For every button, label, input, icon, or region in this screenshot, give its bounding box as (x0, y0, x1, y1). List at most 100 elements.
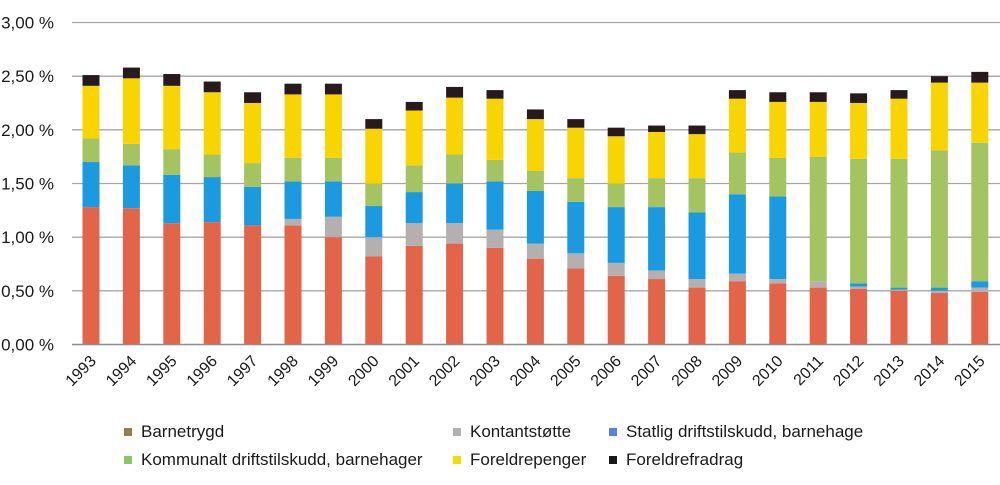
bar-segment-barnetrygd (446, 243, 464, 345)
bar-segment-kontantstøtte (769, 279, 787, 284)
bar-segment-statlig-driftstilskudd-barnehage (890, 287, 908, 290)
bar-segment-kommunalt-driftstilskudd-barnehager (607, 183, 625, 208)
bar-segment-statlig-driftstilskudd-barnehage (526, 191, 544, 244)
bar-segment-kontantstøtte (567, 253, 585, 269)
bar-segment-foreldrefradrag (526, 109, 544, 120)
y-tick-label: 0,00 % (1, 336, 54, 355)
y-tick-label: 3,00 % (1, 14, 54, 33)
bar-segment-kommunalt-driftstilskudd-barnehager (324, 157, 342, 182)
bar-segment-kontantstøtte (850, 286, 868, 289)
x-tick-label: 2003 (467, 353, 504, 390)
bar-stack-2013 (890, 90, 908, 345)
bar-segment-kontantstøtte (607, 262, 625, 276)
bar-segment-kontantstøtte (971, 287, 989, 292)
bar-segment-statlig-driftstilskudd-barnehage (930, 287, 948, 291)
bar-segment-foreldrepenger (567, 127, 585, 179)
bar-segment-statlig-driftstilskudd-barnehage (567, 201, 585, 254)
bar-segment-foreldrefradrag (365, 119, 383, 129)
x-tick-label: 2007 (628, 353, 665, 390)
x-tick-label: 1998 (265, 353, 302, 390)
bar-segment-foreldrefradrag (971, 71, 989, 83)
x-tick-label: 2008 (669, 353, 706, 390)
y-tick-label: 1,00 % (1, 228, 54, 247)
bar-segment-foreldrepenger (728, 98, 746, 153)
bar-segment-barnetrygd (526, 258, 544, 345)
bar-segment-kommunalt-driftstilskudd-barnehager (122, 143, 140, 166)
bar-stack-2014 (930, 76, 948, 345)
bar-stack-1996 (203, 81, 221, 345)
bar-stack-2009 (728, 90, 746, 345)
bar-segment-kommunalt-driftstilskudd-barnehager (365, 183, 383, 207)
bar-segment-barnetrygd (769, 283, 787, 345)
bar-segment-kommunalt-driftstilskudd-barnehager (890, 158, 908, 288)
bar-segment-kommunalt-driftstilskudd-barnehager (648, 178, 666, 208)
x-tick-label: 2009 (709, 353, 746, 390)
x-tick-label: 1999 (305, 353, 342, 390)
bar-stack-2008 (688, 125, 706, 345)
x-tick-label: 1995 (143, 353, 180, 390)
bar-segment-foreldrefradrag (163, 74, 181, 86)
bar-segment-barnetrygd (405, 245, 423, 345)
bar-segment-foreldrepenger (809, 101, 827, 157)
bar-segment-foreldrepenger (688, 134, 706, 179)
bar-segment-statlig-driftstilskudd-barnehage (365, 206, 383, 238)
bar-segment-statlig-driftstilskudd-barnehage (769, 196, 787, 280)
bar-stack-2005 (567, 119, 585, 345)
x-tick-label: 2010 (749, 353, 786, 390)
bar-segment-statlig-driftstilskudd-barnehage (486, 181, 504, 230)
bar-segment-barnetrygd (244, 225, 262, 345)
bar-segment-foreldrefradrag (728, 90, 746, 99)
bar-segment-kommunalt-driftstilskudd-barnehager (930, 150, 948, 288)
bar-segment-kontantstøtte (526, 243, 544, 259)
bar-stack-2002 (446, 86, 464, 345)
bar-segment-statlig-driftstilskudd-barnehage (688, 212, 706, 280)
bar-segment-kommunalt-driftstilskudd-barnehager (244, 163, 262, 187)
bar-segment-foreldrepenger (324, 94, 342, 158)
bar-segment-foreldrefradrag (122, 67, 140, 79)
bar-stack-2001 (405, 101, 423, 345)
x-tick-label: 2013 (871, 353, 908, 390)
bar-segment-kommunalt-driftstilskudd-barnehager (203, 154, 221, 178)
bar-segment-barnetrygd (850, 288, 868, 345)
bar-segment-foreldrepenger (850, 103, 868, 159)
bar-segment-kontantstøtte (809, 281, 827, 288)
y-axis-ticks: 0,00 % 0,50 % 1,00 % 1,50 % 2,00 % 2,50 % 3,00… (1, 14, 54, 355)
bar-segment-kommunalt-driftstilskudd-barnehager (769, 157, 787, 197)
bar-segment-kontantstøtte (446, 223, 464, 244)
bar-segment-barnetrygd (486, 247, 504, 345)
bar-segment-foreldrefradrag (688, 125, 706, 135)
x-tick-label: 2015 (951, 353, 988, 390)
bar-segment-foreldrepenger (769, 101, 787, 158)
y-tick-label: 2,00 % (1, 121, 54, 140)
bar-segment-statlig-driftstilskudd-barnehage (446, 183, 464, 224)
bar-segment-foreldrefradrag (486, 90, 504, 99)
bar-segment-foreldrepenger (284, 94, 302, 158)
bar-segment-foreldrepenger (203, 92, 221, 155)
bar-segment-foreldrefradrag (890, 90, 908, 99)
bar-segment-foreldrepenger (446, 97, 464, 155)
bar-segment-kontantstøtte (930, 290, 948, 293)
bar-stack-2012 (850, 93, 868, 345)
bar-segment-statlig-driftstilskudd-barnehage (82, 162, 100, 208)
x-tick-label: 2005 (547, 353, 584, 390)
bar-segment-barnetrygd (607, 275, 625, 345)
bar-segment-kontantstøtte (728, 273, 746, 282)
bar-stack-2011 (809, 92, 827, 345)
bar-segment-barnetrygd (163, 223, 181, 345)
x-tick-label: 1994 (103, 353, 140, 390)
bar-segment-kommunalt-driftstilskudd-barnehager (526, 170, 544, 192)
bar-segment-foreldrefradrag (607, 127, 625, 137)
bar-stack-2004 (526, 109, 544, 345)
x-tick-label: 2012 (830, 353, 867, 390)
bar-segment-foreldrefradrag (244, 92, 262, 103)
bar-segment-foreldrepenger (526, 119, 544, 171)
bar-segment-kommunalt-driftstilskudd-barnehager (809, 156, 827, 282)
bar-segment-kontantstøtte (405, 223, 423, 246)
bar-segment-barnetrygd (122, 208, 140, 345)
bar-segment-kontantstøtte (486, 229, 504, 248)
bar-segment-barnetrygd (284, 225, 302, 345)
bar-segment-kommunalt-driftstilskudd-barnehager (446, 154, 464, 184)
bar-stack-1998 (284, 83, 302, 345)
bar-segment-barnetrygd (324, 237, 342, 345)
bar-segment-kontantstøtte (688, 279, 706, 288)
